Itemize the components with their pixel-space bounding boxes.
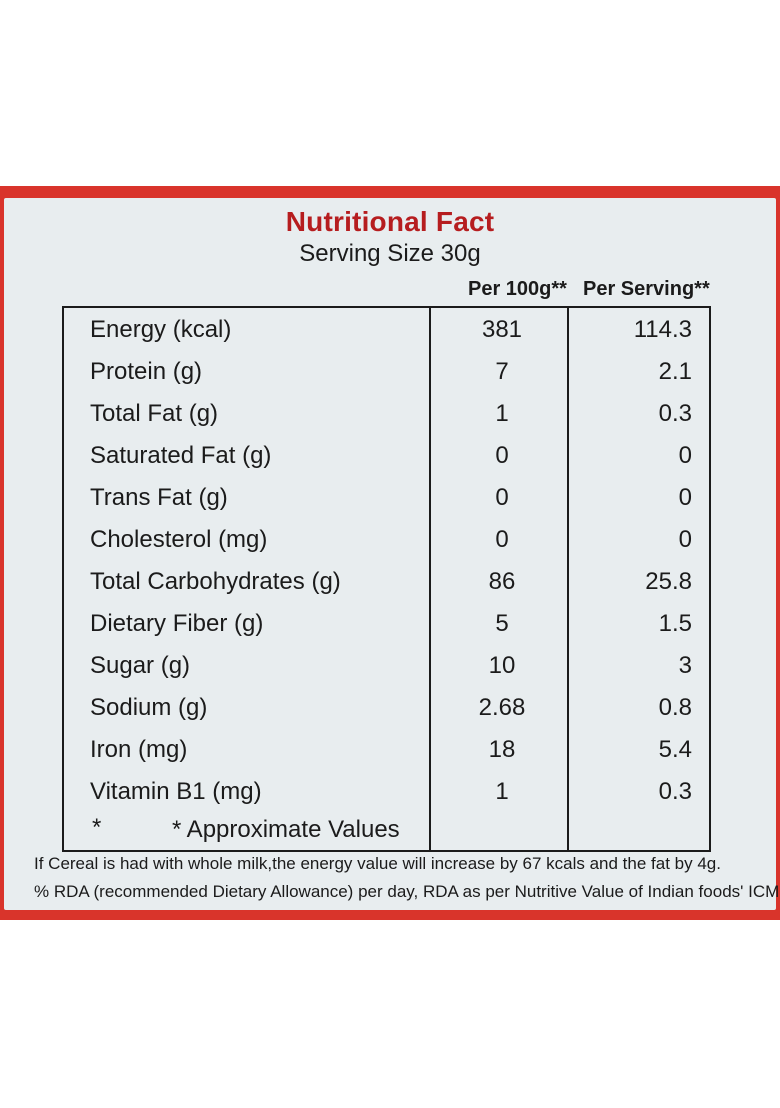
value-per-serving: 0 [678, 526, 692, 553]
value-per-serving: 2.1 [658, 358, 692, 385]
value-per-serving: 1.5 [658, 610, 692, 637]
value-per-100g: 7 [495, 358, 509, 385]
nutrient-name: Sodium (g) [90, 694, 208, 721]
approximate-text: * Approximate Values [172, 816, 400, 843]
nutrient-name: Trans Fat (g) [90, 484, 228, 511]
nutrient-name: Iron (mg) [90, 736, 188, 763]
value-per-serving: 0.3 [658, 778, 692, 805]
value-per-serving: 0 [678, 484, 692, 511]
nutrient-name: Vitamin B1 (mg) [90, 778, 262, 805]
table-row: Cholesterol (mg) 0 0 [62, 520, 711, 562]
value-per-serving: 114.3 [633, 316, 692, 343]
value-per-serving: 25.8 [645, 568, 692, 595]
column-divider [567, 306, 569, 852]
value-per-100g: 0 [495, 442, 509, 469]
value-per-100g: 1 [495, 778, 509, 805]
nutrient-name: Energy (kcal) [90, 316, 232, 343]
nutrition-table [62, 306, 711, 852]
nutrition-label-panel [4, 198, 776, 910]
value-per-serving: 3 [678, 652, 692, 679]
column-header-per-serving: Per Serving** [583, 278, 710, 300]
nutrient-name: Sugar (g) [90, 652, 191, 679]
table-row: Sodium (g) 2.68 0.8 [62, 688, 711, 730]
value-per-100g: 1 [495, 400, 509, 427]
table-row: Sugar (g) 10 3 [62, 646, 711, 688]
nutrient-name: Total Fat (g) [90, 400, 219, 427]
value-per-serving: 0.8 [658, 694, 692, 721]
nutrient-name: Total Carbohydrates (g) [90, 568, 341, 595]
table-row: Vitamin B1 (mg) 1 0.3 [62, 772, 711, 814]
table-row: Saturated Fat (g) 0 0 [62, 436, 711, 478]
label-title: Nutritional Fact [285, 206, 495, 237]
value-per-100g: 86 [488, 568, 516, 595]
value-per-100g: 5 [495, 610, 509, 637]
nutrient-name: Saturated Fat (g) [90, 442, 272, 469]
table-row: Iron (mg) 18 5.4 [62, 730, 711, 772]
nutrient-name: Cholesterol (mg) [90, 526, 268, 553]
table-row: Total Carbohydrates (g) 86 25.8 [62, 562, 711, 604]
table-row: Trans Fat (g) 0 0 [62, 478, 711, 520]
value-per-100g: 0 [495, 526, 509, 553]
value-per-100g: 10 [488, 652, 516, 679]
value-per-serving: 0.3 [658, 400, 692, 427]
column-divider [429, 306, 431, 852]
table-row: Total Fat (g) 1 0.3 [62, 394, 711, 436]
table-row: Protein (g) 7 2.1 [62, 352, 711, 394]
value-per-serving: 0 [678, 442, 692, 469]
serving-size: Serving Size 30g [299, 240, 481, 267]
value-per-100g: 2.68 [478, 694, 526, 721]
value-per-100g: 0 [495, 484, 509, 511]
value-per-100g: 381 [481, 316, 523, 343]
approximate-asterisk: * [92, 814, 102, 841]
column-header-per-100g: Per 100g** [468, 278, 567, 300]
nutrient-name: Dietary Fiber (g) [90, 610, 264, 637]
value-per-100g: 18 [488, 736, 516, 763]
footnote-milk: If Cereal is had with whole milk,the ene… [34, 854, 721, 873]
table-row: Energy (kcal) 381 114.3 [62, 310, 711, 352]
value-per-serving: 5.4 [658, 736, 692, 763]
table-row: Dietary Fiber (g) 5 1.5 [62, 604, 711, 646]
footnote-rda: % RDA (recommended Dietary Allowance) pe… [34, 882, 780, 901]
nutrient-name: Protein (g) [90, 358, 203, 385]
